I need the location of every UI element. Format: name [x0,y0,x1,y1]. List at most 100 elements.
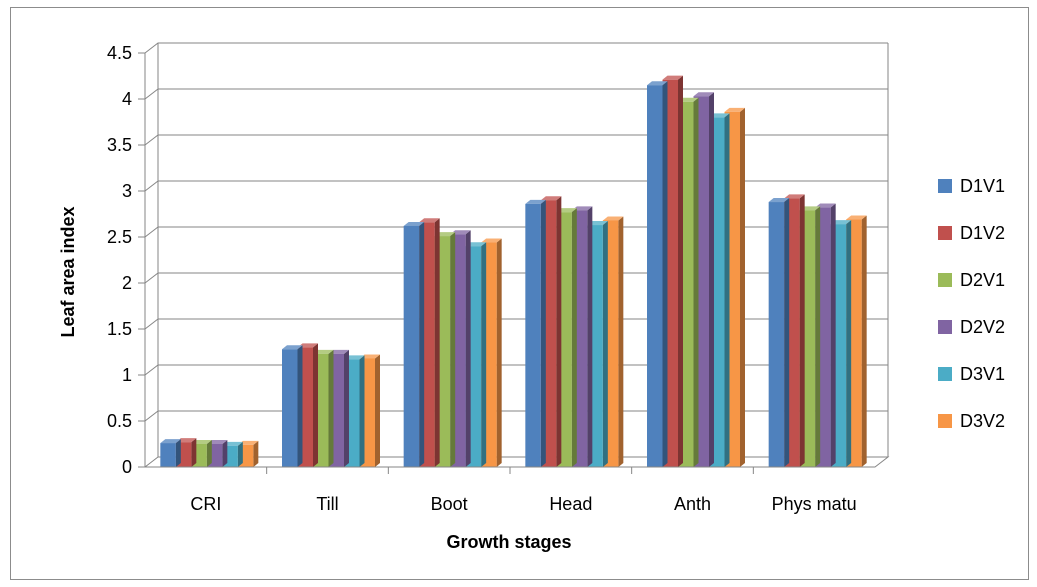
bar-side [799,194,805,468]
bar-side [618,216,624,467]
x-axis-title: Growth stages [446,532,571,552]
bar-top [450,230,471,235]
bar-side [571,208,577,467]
bar-side [344,349,349,467]
bar-top [768,198,790,203]
bar-top [846,215,867,220]
x-tick-label: Head [549,494,592,514]
bar-top [222,441,243,446]
gridline [144,42,888,54]
legend-label: D1V1 [960,176,1005,196]
bar-top [206,440,228,444]
bar-top [175,438,197,443]
legend-label: D2V2 [960,317,1005,337]
bar-side [815,206,821,467]
y-tick-label: 4.5 [107,43,132,63]
legend-swatch [938,273,952,287]
bar-front [525,203,541,467]
bar-side [496,238,502,467]
legend-swatch [938,226,952,240]
bar-side [662,81,668,467]
bar-side [587,206,593,467]
bar-side [375,354,380,467]
bar-top [602,216,624,221]
bar-side [465,230,471,467]
bar-side [724,113,730,468]
bar-side [846,220,852,467]
x-tick-labels: CRI Till Boot Head Anth Phys matu [190,494,856,514]
bars [160,75,867,468]
y-tick-label: 0 [122,457,132,477]
bar-top [540,196,562,201]
axes [138,52,875,474]
bar-side [191,438,197,467]
y-tick-label: 1.5 [107,319,132,339]
legend-label: D3V1 [960,364,1005,384]
bar-side [450,232,456,467]
bar-side [253,440,259,467]
bar-side [359,355,365,467]
bar-top [328,349,349,354]
bar-top [191,440,212,444]
bar-front [403,225,420,467]
bar-side [222,440,228,467]
x-tick-label: Boot [431,494,468,514]
x-tick-label: Phys matu [772,494,857,514]
gridline [144,272,888,284]
bar-side [740,107,745,467]
legend-item: D3V1 [938,364,1005,384]
bar [647,81,668,467]
legend-item: D2V1 [938,270,1005,290]
bar-side [313,343,318,467]
legend-swatch [938,414,952,428]
gridline [144,364,888,376]
bar-top [647,81,668,86]
bar-top [359,354,380,359]
legend-item: D2V2 [938,317,1005,337]
legend-label: D3V2 [960,411,1005,431]
gridline [144,88,888,100]
legend-item: D1V2 [938,223,1005,243]
x-tick-label: Till [316,494,338,514]
gridline [144,134,888,146]
y-tick-label: 2.5 [107,227,132,247]
bar [403,221,425,467]
bar-top [282,345,303,350]
bar-top [525,199,546,204]
x-tick-label: CRI [190,494,221,514]
bar-side [556,196,562,467]
bar-top [662,75,683,80]
y-tick-label: 0.5 [107,411,132,431]
legend: D1V1 D1V2 D2V1 D2V2 D3V1 D3V2 [938,176,1005,431]
legend-item: D1V1 [938,176,1005,196]
bar [282,345,303,467]
legend-item: D3V2 [938,411,1005,431]
y-tick-label: 3.5 [107,135,132,155]
bar-top [571,206,593,211]
bar [768,198,790,468]
y-tick-label: 1 [122,365,132,385]
legend-swatch [938,179,952,193]
bar-side [861,215,867,467]
bar-top [556,208,577,213]
y-tick-labels: 0 0.5 1 1.5 2 2.5 3 3.5 4 4.5 [107,43,132,477]
legend-label: D2V1 [960,270,1005,290]
legend-swatch [938,367,952,381]
bar-side [709,92,714,468]
bar-top [815,203,836,208]
bar-side [784,198,790,468]
y-tick-label: 4 [122,89,132,109]
bar-top [419,218,440,223]
bar-side [297,345,303,467]
bar-side [540,199,546,467]
bar-top [678,97,699,102]
bar-top [693,92,714,97]
bar-front [768,202,785,468]
bar-top [403,221,425,226]
bar-top [313,349,334,354]
bar [160,439,181,467]
gridline [144,318,888,330]
bar [525,199,546,467]
bar-top [344,355,365,360]
